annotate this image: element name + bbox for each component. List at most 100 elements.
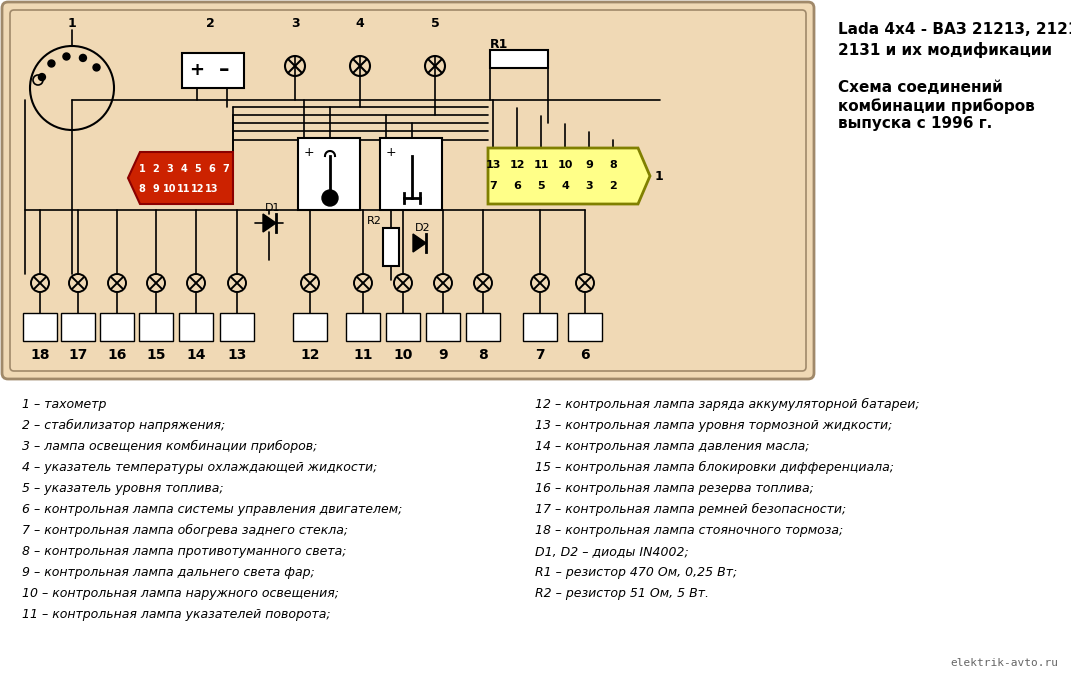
Text: 4 – указатель температуры охлаждающей жидкости;: 4 – указатель температуры охлаждающей жи… (22, 461, 377, 474)
Text: 16 – контрольная лампа резерва топлива;: 16 – контрольная лампа резерва топлива; (536, 482, 814, 495)
Bar (491, 50, 548, 68)
Polygon shape (129, 152, 233, 204)
Text: 17: 17 (69, 348, 88, 362)
Text: +: + (386, 146, 396, 159)
Text: 12: 12 (300, 348, 320, 362)
Text: Lada 4x4 - ВАЗ 21213, 21214,: Lada 4x4 - ВАЗ 21213, 21214, (838, 22, 1071, 37)
Polygon shape (488, 148, 650, 204)
Text: 8 – контрольная лампа противотуманного света;: 8 – контрольная лампа противотуманного с… (22, 545, 347, 558)
Text: 5 – указатель уровня топлива;: 5 – указатель уровня топлива; (22, 482, 224, 495)
Polygon shape (413, 234, 426, 252)
Bar (568, 313, 602, 341)
Bar (179, 313, 213, 341)
Text: 14: 14 (186, 348, 206, 362)
Text: 5: 5 (195, 164, 201, 174)
Text: 5: 5 (538, 181, 545, 191)
Text: R1: R1 (491, 38, 509, 51)
Polygon shape (263, 214, 276, 232)
Text: elektrik-avto.ru: elektrik-avto.ru (950, 658, 1058, 668)
Text: 9: 9 (585, 160, 593, 170)
Text: 7: 7 (536, 348, 545, 362)
Text: 11: 11 (177, 184, 191, 194)
Text: 18: 18 (30, 348, 49, 362)
Text: 10: 10 (557, 160, 573, 170)
Circle shape (93, 64, 100, 71)
Circle shape (79, 54, 87, 61)
Text: 15: 15 (147, 348, 166, 362)
Bar (466, 313, 500, 341)
Bar (61, 313, 95, 341)
Bar (100, 313, 134, 341)
Text: 8: 8 (609, 160, 617, 170)
Circle shape (63, 53, 70, 60)
Text: 3 – лампа освещения комбинации приборов;: 3 – лампа освещения комбинации приборов; (22, 440, 317, 453)
Bar (293, 313, 327, 341)
Text: 1: 1 (67, 17, 76, 30)
Text: 18 – контрольная лампа стояночного тормоза;: 18 – контрольная лампа стояночного тормо… (536, 524, 843, 537)
Bar (383, 228, 399, 266)
Text: 11 – контрольная лампа указателей поворота;: 11 – контрольная лампа указателей поворо… (22, 608, 331, 621)
Text: R2: R2 (367, 216, 382, 226)
Text: 8: 8 (138, 184, 146, 194)
Text: 4: 4 (356, 17, 364, 30)
Text: 11: 11 (533, 160, 548, 170)
Bar (139, 313, 174, 341)
Text: 9 – контрольная лампа дальнего света фар;: 9 – контрольная лампа дальнего света фар… (22, 566, 315, 579)
Text: 12 – контрольная лампа заряда аккумуляторной батареи;: 12 – контрольная лампа заряда аккумулято… (536, 398, 920, 411)
Text: 3: 3 (290, 17, 299, 30)
Circle shape (39, 73, 45, 81)
Text: –: – (218, 60, 229, 80)
Bar (380, 138, 442, 210)
Text: 10: 10 (393, 348, 412, 362)
Text: 15 – контрольная лампа блокировки дифференциала;: 15 – контрольная лампа блокировки диффер… (536, 461, 894, 474)
Text: выпуска с 1996 г.: выпуска с 1996 г. (838, 116, 992, 131)
Text: 10 – контрольная лампа наружного освещения;: 10 – контрольная лампа наружного освещен… (22, 587, 340, 600)
Text: 13 – контрольная лампа уровня тормозной жидкости;: 13 – контрольная лампа уровня тормозной … (536, 419, 892, 432)
FancyBboxPatch shape (2, 2, 814, 379)
Text: 9: 9 (438, 348, 448, 362)
Text: +: + (304, 146, 315, 159)
Text: 2: 2 (609, 181, 617, 191)
Text: 7 – контрольная лампа обогрева заднего стекла;: 7 – контрольная лампа обогрева заднего с… (22, 524, 348, 537)
Text: 5: 5 (431, 17, 439, 30)
Text: 12: 12 (509, 160, 525, 170)
Text: 6: 6 (513, 181, 521, 191)
Text: 7: 7 (223, 164, 229, 174)
Text: 2131 и их модификации: 2131 и их модификации (838, 42, 1052, 58)
Bar (386, 313, 420, 341)
Text: 3: 3 (585, 181, 593, 191)
Text: 2 – стабилизатор напряжения;: 2 – стабилизатор напряжения; (22, 419, 225, 432)
Text: 8: 8 (478, 348, 488, 362)
Text: 1: 1 (655, 170, 664, 183)
Bar (182, 53, 244, 88)
Text: 13: 13 (485, 160, 500, 170)
Bar (523, 313, 557, 341)
Text: 6: 6 (209, 164, 215, 174)
Text: 6 – контрольная лампа системы управления двигателем;: 6 – контрольная лампа системы управления… (22, 503, 403, 516)
Text: 2: 2 (153, 164, 160, 174)
Bar (22, 313, 57, 341)
Text: 6: 6 (580, 348, 590, 362)
Text: R1 – резистор 470 Ом, 0,25 Вт;: R1 – резистор 470 Ом, 0,25 Вт; (536, 566, 737, 579)
Text: D1, D2 – диоды IN4002;: D1, D2 – диоды IN4002; (536, 545, 689, 558)
Text: 9: 9 (153, 184, 160, 194)
Text: 13: 13 (227, 348, 246, 362)
Text: комбинации приборов: комбинации приборов (838, 98, 1035, 114)
Text: D1: D1 (265, 203, 281, 213)
Text: 1: 1 (138, 164, 146, 174)
Text: Схема соединений: Схема соединений (838, 80, 1002, 95)
Circle shape (48, 60, 55, 67)
Text: 4: 4 (181, 164, 187, 174)
Text: 12: 12 (192, 184, 205, 194)
Text: 13: 13 (206, 184, 218, 194)
Bar (426, 313, 461, 341)
Text: 10: 10 (163, 184, 177, 194)
Bar (346, 313, 380, 341)
Text: 17 – контрольная лампа ремней безопасности;: 17 – контрольная лампа ремней безопаснос… (536, 503, 846, 516)
Circle shape (322, 190, 338, 206)
Text: R2 – резистор 51 Ом, 5 Вт.: R2 – резистор 51 Ом, 5 Вт. (536, 587, 709, 600)
Text: 3: 3 (167, 164, 174, 174)
Bar (298, 138, 360, 210)
Text: D2: D2 (414, 223, 431, 233)
Text: 16: 16 (107, 348, 126, 362)
